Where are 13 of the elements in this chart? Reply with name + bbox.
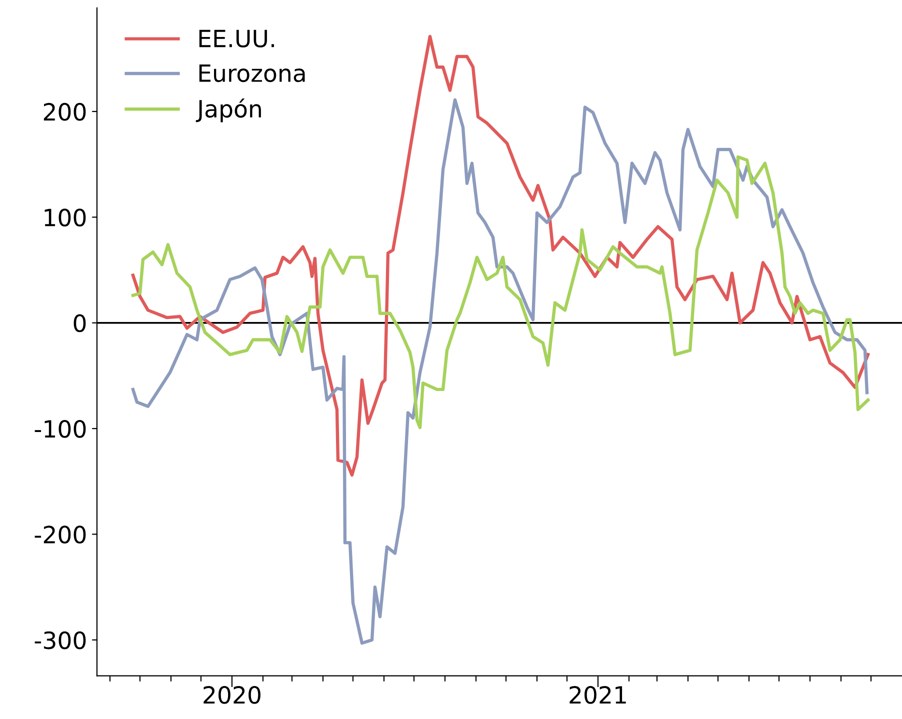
legend-label: EE.UU. (199, 30, 274, 48)
line-series (131, 155, 870, 430)
y-tick-label: 0 (74, 314, 86, 332)
y-tick-label: -300 (34, 631, 86, 650)
x-tick-label: 2020 (204, 686, 260, 704)
line-series (131, 98, 869, 645)
y-tick-label: 100 (44, 208, 86, 226)
legend-label: Japón (196, 98, 261, 122)
y-tick-label: -200 (34, 526, 86, 544)
x-tick-label: 2021 (570, 686, 626, 704)
y-tick-label: -100 (34, 420, 86, 438)
y-tick-label: 200 (44, 102, 86, 121)
legend-label: Eurozona (199, 64, 305, 82)
